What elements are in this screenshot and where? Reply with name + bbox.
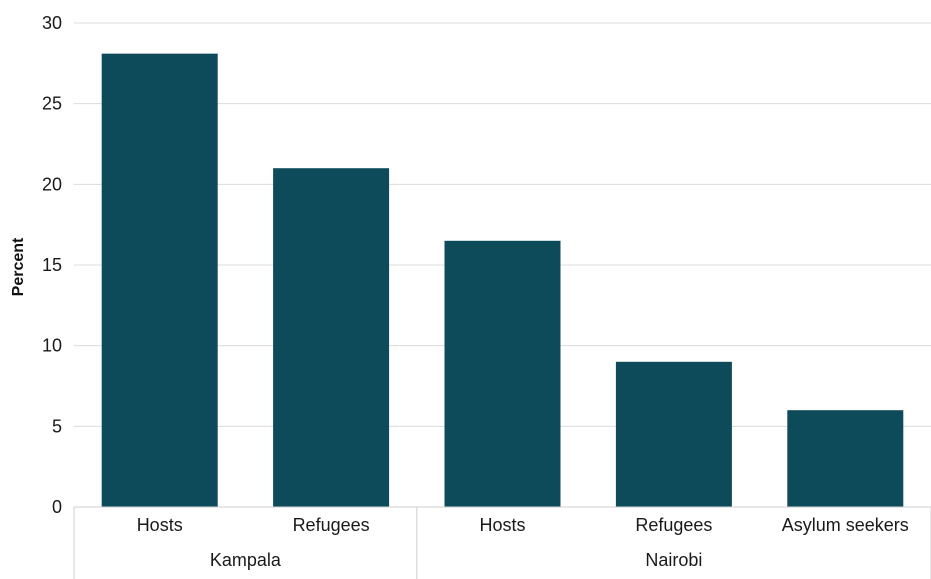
group-label: Kampala <box>210 550 282 570</box>
category-label: Hosts <box>137 515 183 535</box>
bar <box>444 240 561 508</box>
category-label: Asylum seekers <box>782 515 909 535</box>
y-axis-ticks: 0 5 10 15 20 25 30 <box>42 13 62 517</box>
y-tick-label: 5 <box>52 416 62 436</box>
group-labels: Kampala Nairobi <box>210 550 703 570</box>
y-tick-label: 0 <box>52 497 62 517</box>
y-tick-label: 15 <box>42 255 62 275</box>
category-label: Refugees <box>293 515 370 535</box>
bar <box>615 361 732 507</box>
bar <box>787 410 904 507</box>
category-label: Hosts <box>479 515 525 535</box>
y-axis-label: Percent <box>10 237 27 296</box>
bars <box>101 53 904 508</box>
y-tick-label: 30 <box>42 13 62 33</box>
group-label: Nairobi <box>645 550 702 570</box>
category-label: Refugees <box>635 515 712 535</box>
bar <box>273 168 390 507</box>
x-axis <box>73 506 931 579</box>
y-tick-label: 20 <box>42 174 62 194</box>
bar <box>101 53 218 508</box>
category-labels: Hosts Refugees Hosts Refugees Asylum seekers <box>137 515 909 535</box>
y-tick-label: 10 <box>42 336 62 356</box>
y-tick-label: 25 <box>42 94 62 114</box>
